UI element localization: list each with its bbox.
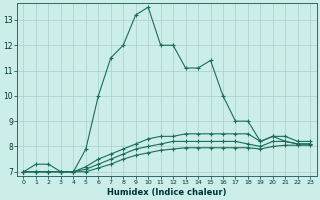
X-axis label: Humidex (Indice chaleur): Humidex (Indice chaleur) (107, 188, 227, 197)
